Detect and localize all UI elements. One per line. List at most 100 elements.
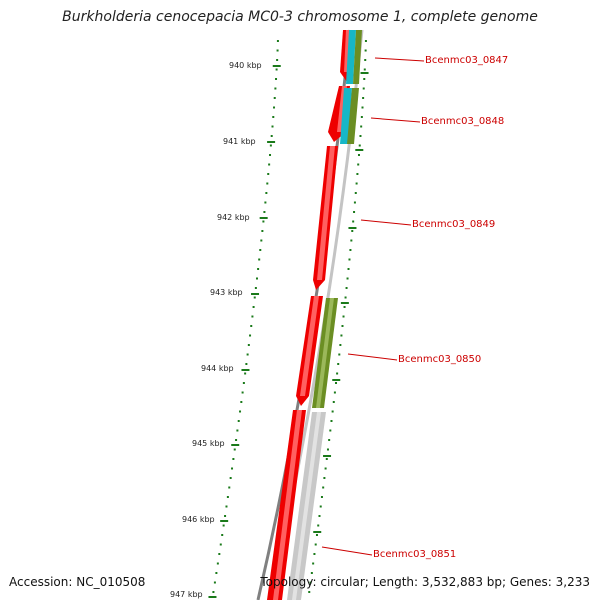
outer-ring-dot — [324, 467, 327, 470]
ruler-labels: 940 kbp 941 kbp 942 kbp 943 kbp 944 kbp … — [170, 61, 262, 599]
ruler-tick — [272, 65, 281, 67]
ruler-dot — [215, 572, 218, 574]
outer-ring-dot — [353, 211, 356, 213]
outer-ring-dot — [364, 59, 367, 61]
ruler-dot — [216, 562, 219, 565]
ruler-tick — [231, 444, 240, 446]
outer-ring-tick — [355, 149, 364, 151]
ruler-dot — [261, 230, 264, 232]
ruler-label-946: 946 kbp — [182, 515, 215, 524]
outer-ring-dot — [320, 496, 323, 498]
cog-block-0848-olive — [347, 88, 359, 144]
cog-block-0847-cyan — [346, 30, 356, 84]
outer-ring-dot — [333, 391, 336, 394]
ruler-dot — [228, 486, 231, 489]
outer-ring-dot — [322, 486, 325, 489]
ruler-dot — [249, 334, 252, 337]
ruler-tick — [208, 596, 217, 598]
ruler-dot — [264, 201, 267, 204]
ruler-dot — [246, 353, 249, 356]
ruler-dot — [235, 439, 238, 441]
cog-track — [287, 30, 362, 600]
outer-ring-dot — [323, 477, 326, 479]
outer-ring-dot — [315, 534, 318, 536]
ruler-dot — [233, 448, 236, 451]
gene-label-0848[interactable]: Bcenmc03_0848 — [421, 116, 504, 127]
ruler-dots — [212, 40, 279, 593]
ruler-dot — [255, 277, 258, 280]
outer-ring-dot — [312, 562, 315, 565]
outer-ring-dot — [337, 363, 340, 365]
ruler-label-943: 943 kbp — [210, 288, 243, 297]
ruler-dot — [269, 144, 272, 147]
ruler-tick — [251, 293, 260, 295]
ruler-dot — [270, 135, 273, 137]
outer-ring-dot — [335, 382, 338, 384]
ruler-dot — [263, 211, 266, 213]
outer-ring-dot — [342, 315, 345, 318]
outer-ring-dot — [353, 201, 356, 204]
outer-ring-dot — [346, 277, 349, 280]
ruler-tick — [220, 520, 229, 522]
outer-ring-dot — [354, 192, 357, 194]
ruler-dot — [221, 534, 224, 536]
ruler-label-940: 940 kbp — [229, 61, 262, 70]
outer-ring-dot — [348, 258, 351, 261]
outer-ring-dot — [355, 182, 358, 185]
outer-ring-dot — [310, 572, 313, 574]
ruler-dot — [269, 154, 272, 156]
ruler-dot — [276, 49, 279, 52]
ruler-dot — [240, 401, 243, 403]
ruler-dot — [258, 258, 261, 261]
outer-ring-dot — [314, 543, 317, 546]
ruler-dot — [254, 287, 257, 289]
ruler-dot — [257, 268, 260, 270]
outer-ring-dot — [339, 344, 342, 346]
ruler-dot — [260, 239, 263, 242]
ruler-dot — [251, 315, 254, 318]
outer-ring-tick — [313, 531, 322, 533]
outer-ring-dot — [362, 87, 365, 90]
ruler-dot — [273, 97, 276, 99]
gene-leader-0848 — [370, 117, 421, 123]
outer-ring-dot — [319, 505, 322, 508]
ruler-label-942: 942 kbp — [217, 213, 250, 222]
outer-ring-dot — [318, 515, 321, 517]
outer-ring-dot — [343, 306, 346, 308]
outer-ring-dot — [360, 116, 363, 118]
outer-ring-dot — [356, 173, 359, 175]
outer-ring-dot — [308, 591, 311, 593]
ruler-dot — [244, 372, 247, 375]
ruler-dot — [262, 220, 265, 223]
ruler-dot — [272, 116, 275, 118]
gene-leader-0850 — [347, 353, 398, 361]
gene-label-0847[interactable]: Bcenmc03_0847 — [425, 55, 508, 66]
gene-label-0851[interactable]: Bcenmc03_0851 — [373, 549, 456, 560]
outer-ring-dot — [340, 334, 343, 337]
ruler-dot — [218, 553, 221, 555]
ruler-dot — [247, 344, 250, 346]
outer-ring-dot — [360, 125, 363, 128]
ruler-dot — [231, 467, 234, 470]
outer-ring-dot — [317, 524, 320, 527]
ruler-dot — [275, 68, 278, 71]
gene-label-0850[interactable]: Bcenmc03_0850 — [398, 354, 481, 365]
gene-leader-0847 — [374, 57, 425, 62]
outer-ring-dot — [363, 68, 366, 71]
ruler-dot — [253, 296, 256, 299]
gene-leader-0851 — [321, 546, 373, 556]
gene-label-0849[interactable]: Bcenmc03_0849 — [412, 219, 495, 230]
ruler-dot — [237, 420, 240, 422]
ruler-dot — [271, 125, 274, 128]
outer-ring-dot — [364, 49, 367, 52]
cog-block-0850-olive-highlight — [316, 298, 334, 408]
ruler-dot — [273, 106, 276, 109]
outer-ring-dot — [344, 296, 347, 299]
ruler-dot — [267, 173, 270, 175]
outer-ring-dot — [329, 429, 332, 432]
ruler-dot — [265, 192, 268, 194]
ruler-dot — [242, 382, 245, 384]
outer-ring-dot — [358, 144, 361, 147]
ruler-dot — [241, 391, 244, 394]
